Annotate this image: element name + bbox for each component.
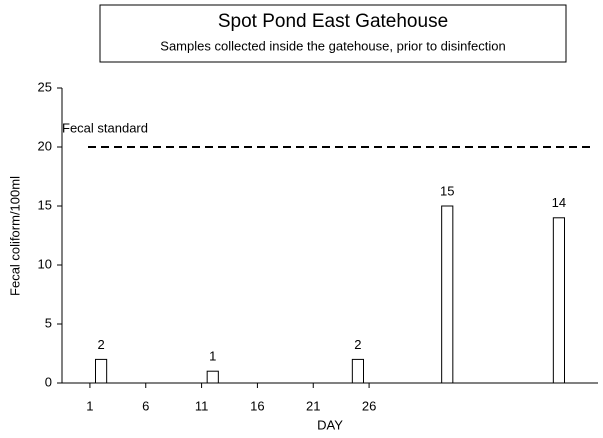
x-axis-label: DAY	[317, 417, 343, 432]
value-label: 1	[209, 349, 216, 364]
x-tick-label: 1	[86, 398, 93, 413]
bar	[552, 217, 565, 384]
y-tick-label: 25	[38, 79, 52, 94]
y-axis-label: Fecal coliform/100ml	[7, 176, 22, 296]
y-tick-label: 10	[38, 256, 52, 271]
y-tick-label: 15	[38, 197, 52, 212]
bar	[441, 205, 454, 384]
value-label: 2	[354, 337, 361, 352]
x-tick-label: 11	[195, 398, 209, 413]
y-tick-label: 0	[45, 374, 52, 389]
bar	[95, 358, 108, 384]
value-label: 14	[552, 195, 566, 210]
bar	[206, 370, 219, 384]
y-tick-label: 5	[45, 315, 52, 330]
y-tick-label: 20	[38, 138, 52, 153]
x-tick-label: 16	[250, 398, 264, 413]
value-label: 15	[440, 183, 454, 198]
chart-title: Spot Pond East Gatehouse	[218, 11, 448, 32]
reference-label: Fecal standard	[62, 120, 148, 135]
title-box	[99, 4, 567, 63]
bar	[351, 358, 365, 384]
x-tick-label: 21	[306, 398, 320, 413]
x-tick-label: 26	[362, 398, 376, 413]
x-tick-label: 6	[142, 398, 149, 413]
value-label: 2	[97, 337, 104, 352]
chart-subtitle: Samples collected inside the gatehouse, …	[160, 38, 505, 53]
